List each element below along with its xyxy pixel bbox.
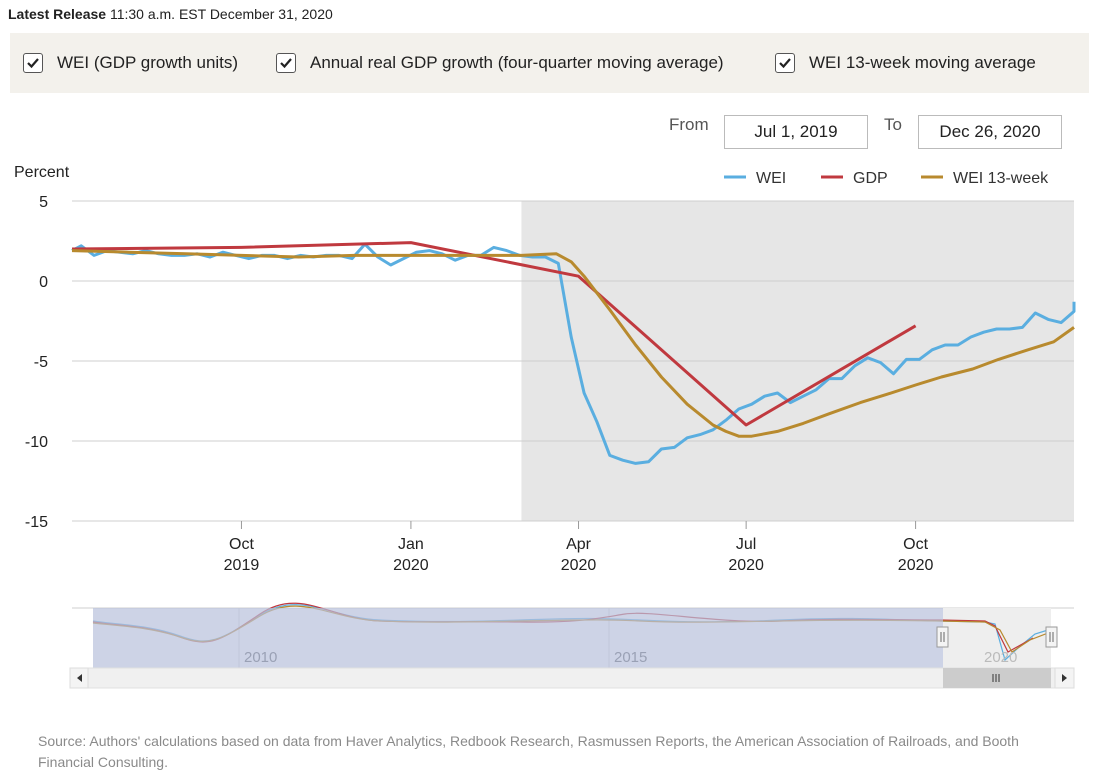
latest-release: Latest Release 11:30 a.m. EST December 3… [8,6,333,22]
y-tick-label: -5 [34,354,48,371]
check-icon [27,58,39,69]
x-tick-label: 2020 [898,557,934,574]
legend-label-gdp[interactable]: GDP [853,170,888,187]
x-tick-label: 2019 [224,557,260,574]
range-from-input[interactable]: Jul 1, 2019 [724,115,868,149]
x-tick-label: Apr [566,536,592,553]
toggle-wei13[interactable]: WEI 13-week moving average [775,53,1036,73]
navigator[interactable]: 2010 2015 2020 [72,602,1074,668]
navigator-handle-left[interactable] [936,626,949,648]
series-line-wei13[interactable] [71,249,1075,438]
chevron-left-icon [77,674,82,682]
navigator-year-label: 2015 [614,649,647,666]
checkbox-wei[interactable] [23,53,43,73]
navigator-scrollbar[interactable] [69,667,1075,689]
y-tick-label: 5 [39,194,48,211]
y-tick-label: 0 [39,274,48,291]
navigator-year-label: 2020 [984,649,1017,666]
y-axis-title: Percent [14,164,70,181]
y-tick-label: -10 [25,434,48,451]
toggle-wei[interactable]: WEI (GDP growth units) [23,53,238,73]
source-note: Source: Authors' calculations based on d… [38,733,1019,770]
chevron-right-icon [1062,674,1067,682]
x-tick-label: Oct [229,536,254,553]
latest-release-time: 11:30 a.m. EST December 31, 2020 [109,6,333,22]
toggle-gdp[interactable]: Annual real GDP growth (four-quarter mov… [276,53,724,73]
check-icon [779,58,791,69]
series-line-gdp[interactable] [71,241,917,427]
scrollbar-thumb[interactable] [943,668,1051,688]
range-to-input[interactable]: Dec 26, 2020 [918,115,1062,149]
legend-label-wei[interactable]: WEI [756,170,786,187]
checkbox-gdp[interactable] [276,53,296,73]
toggle-wei-label: WEI (GDP growth units) [57,53,239,72]
x-tick-label: Jan [398,536,424,553]
series-toggle-bar: WEI (GDP growth units) Annual real GDP g… [10,33,1089,93]
check-icon [280,58,292,69]
latest-release-label: Latest Release [8,6,107,22]
x-tick-label: 2020 [728,557,764,574]
x-tick-label: Jul [736,536,756,553]
legend-label-wei13[interactable]: WEI 13-week [953,170,1049,187]
x-tick-label: 2020 [561,557,597,574]
navigator-year-label: 2010 [244,649,277,666]
x-tick-label: Oct [903,536,928,553]
range-from-label: From [669,115,709,134]
x-tick-label: 2020 [393,557,429,574]
y-tick-label: -15 [25,514,48,531]
scrollbar-track[interactable] [69,667,1075,689]
range-to-label: To [884,115,902,134]
toggle-gdp-label: Annual real GDP growth (four-quarter mov… [310,53,724,72]
checkbox-wei13[interactable] [775,53,795,73]
toggle-wei13-label: WEI 13-week moving average [809,53,1036,72]
navigator-handle-right[interactable] [1045,626,1058,648]
navigator-mask [93,608,943,668]
chart-svg: Percent WEI GDP WEI 13-week 5 0 -5 -10 -15 O… [14,164,1076,689]
legend: WEI GDP WEI 13-week [724,170,1049,187]
